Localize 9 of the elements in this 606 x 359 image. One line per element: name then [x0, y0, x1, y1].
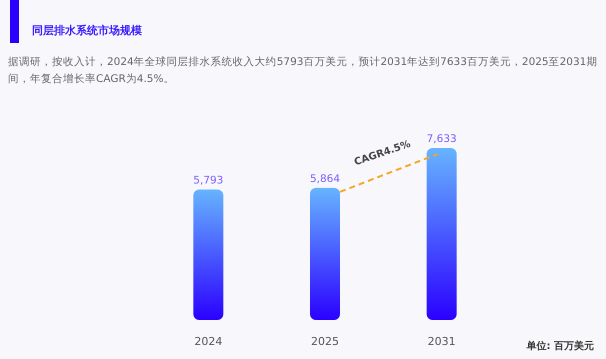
- text: 单位: 百万美元: [526, 340, 594, 352]
- x-tick-label: 2031: [428, 335, 456, 348]
- data-label: 5,793: [193, 174, 224, 186]
- data-label: 5,864: [310, 172, 340, 185]
- x-tick-label: 2025: [311, 335, 339, 348]
- data-label: 7,633: [426, 133, 457, 145]
- x-tick-label: 2024: [194, 335, 222, 348]
- chart-subtitle: 据调研，按收入计，2024年全球同层排水系统收入大约5793百万美元，预计2031年达到7633百万美元，2025至2031期间，年复合增长率CAGR为4.5%。: [8, 55, 598, 87]
- chart-title: 同层排水系统市场规模: [32, 24, 143, 37]
